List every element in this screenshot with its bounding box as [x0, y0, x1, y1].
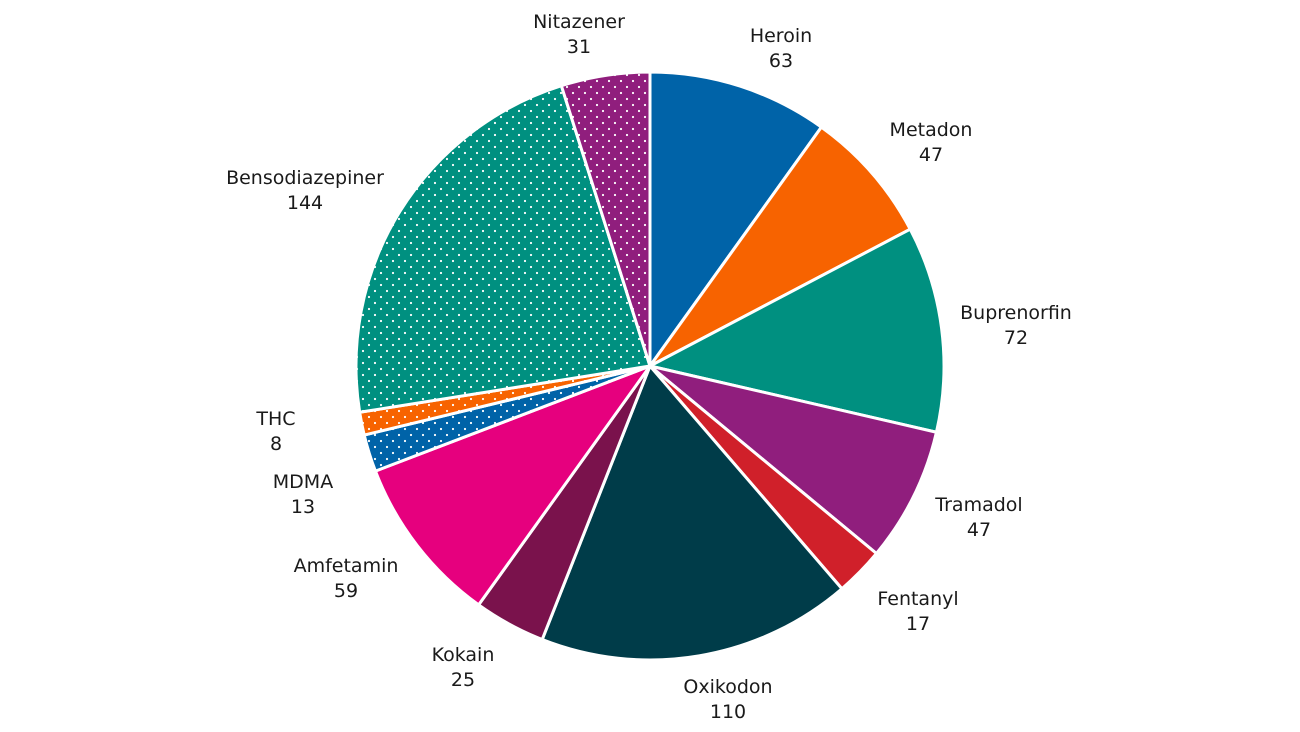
slice-value-nitazener: 31: [567, 36, 591, 58]
pie-slice-oxikodon: [540, 364, 844, 662]
pie-slice-metadon: [648, 125, 912, 368]
slice-value-metadon: 47: [919, 144, 943, 166]
slice-value-thc: 8: [270, 433, 282, 455]
pie-slice-heroin: [648, 70, 823, 368]
slice-label-metadon: Metadon: [890, 119, 973, 141]
slice-label-amfetamin: Amfetamin: [294, 555, 399, 577]
slice-value-heroin: 63: [769, 50, 793, 72]
slice-value-mdma: 13: [291, 496, 315, 518]
slice-label-tramadol: Tramadol: [934, 494, 1022, 516]
pie-slices: [354, 70, 946, 662]
slice-value-tramadol: 47: [967, 519, 991, 541]
slice-label-thc: THC: [255, 408, 295, 430]
slice-value-buprenorfin: 72: [1004, 327, 1028, 349]
slice-value-oxikodon: 110: [710, 701, 746, 723]
slice-label-oxikodon: Oxikodon: [683, 676, 772, 698]
slice-label-kokain: Kokain: [432, 644, 495, 666]
pie-slice-nitazener: [559, 70, 652, 368]
slice-label-mdma: MDMA: [273, 471, 333, 493]
slice-label-nitazener: Nitazener: [533, 11, 625, 33]
slice-value-fentanyl: 17: [906, 613, 930, 635]
slice-label-heroin: Heroin: [750, 25, 812, 47]
slice-value-amfetamin: 59: [334, 580, 358, 602]
slice-value-kokain: 25: [451, 669, 475, 691]
slice-label-buprenorfin: Buprenorfin: [960, 302, 1072, 324]
slice-label-fentanyl: Fentanyl: [877, 588, 958, 610]
slice-value-bensodiazepiner: 144: [287, 192, 323, 214]
slice-label-bensodiazepiner: Bensodiazepiner: [226, 167, 384, 189]
pie-slice-tramadol: [648, 364, 938, 555]
slice-labels: Heroin 63 Metadon 47 Buprenorfin 72 Tramadol 47…: [226, 11, 1072, 723]
pie-slice-amfetamin: [373, 364, 652, 607]
pie-slice-bensodiazepiner: [354, 84, 652, 414]
